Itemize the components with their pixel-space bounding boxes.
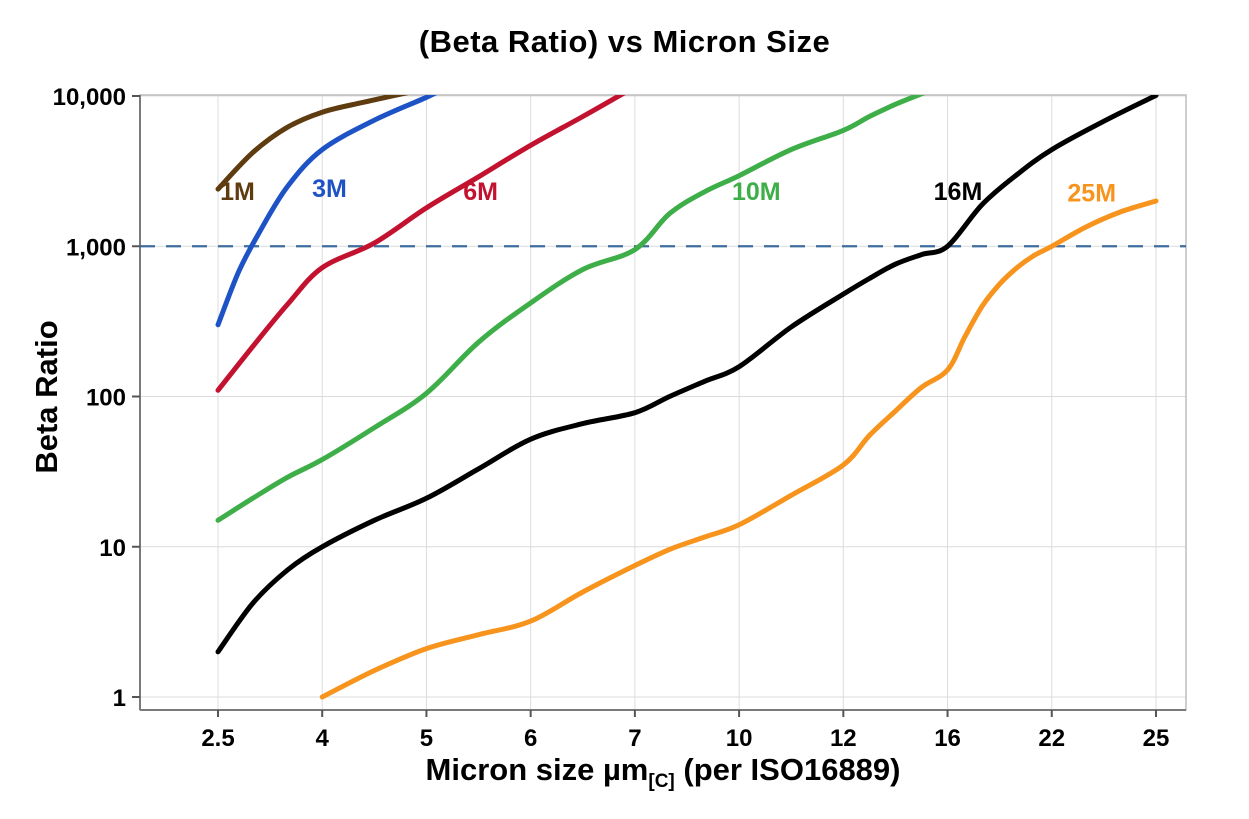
y-tick-label: 10 xyxy=(99,535,126,562)
x-tick-label: 16 xyxy=(934,725,961,752)
x-axis-label-suffix: (per ISO16889) xyxy=(674,752,901,787)
chart-title: (Beta Ratio) vs Micron Size xyxy=(418,24,831,59)
x-tick-label: 7 xyxy=(628,725,641,752)
x-axis-label: Micron size µm[C] (per ISO16889) xyxy=(140,752,1186,793)
y-tick-label: 1,000 xyxy=(66,234,126,261)
series-line-3M xyxy=(215,95,438,328)
series-line-6M xyxy=(215,95,626,393)
x-tick-label: 5 xyxy=(420,725,433,752)
x-tick-label: 6 xyxy=(524,725,537,752)
x-tick-label: 12 xyxy=(830,725,857,752)
series-line-25M xyxy=(319,198,1159,700)
series-label-10M: 10M xyxy=(732,178,781,206)
x-tick-label: 4 xyxy=(316,725,330,752)
y-tick-label: 100 xyxy=(86,385,126,412)
x-tick-label: 2.5 xyxy=(201,725,234,752)
y-tick-label: 1 xyxy=(113,685,126,712)
x-axis-label-subscript: [C] xyxy=(648,771,675,793)
x-tick-label: 22 xyxy=(1038,725,1065,752)
series-label-3M: 3M xyxy=(312,175,347,203)
series-label-6M: 6M xyxy=(463,178,498,206)
x-tick-label: 10 xyxy=(726,725,753,752)
y-tick-label: 10,000 xyxy=(53,84,126,111)
series-label-16M: 16M xyxy=(934,178,983,206)
series-line-10M xyxy=(215,95,926,523)
series-line-1M xyxy=(215,95,409,192)
series-label-25M: 25M xyxy=(1067,179,1116,207)
series-label-1M: 1M xyxy=(220,178,255,206)
x-axis-label-main: Micron size µm xyxy=(425,752,649,787)
x-tick-label: 25 xyxy=(1143,725,1170,752)
series-line-16M xyxy=(215,95,1159,655)
